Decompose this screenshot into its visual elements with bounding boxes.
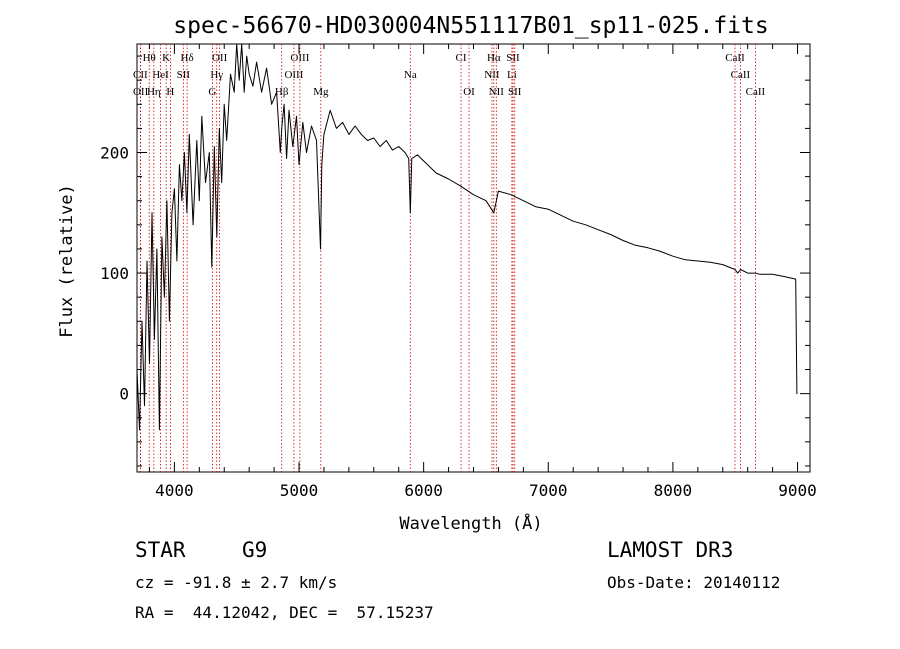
x-axis-label: Wavelength (Å)	[399, 512, 542, 534]
redshift-velocity: cz = -91.8 ± 2.7 km/s	[135, 573, 338, 592]
line-marker-label: HeI	[152, 69, 169, 81]
line-marker-label: CaII	[731, 69, 751, 81]
line-marker-label: NII	[484, 69, 500, 81]
observation-date: Obs-Date: 20140112	[607, 573, 781, 592]
object-class: STAR	[135, 538, 186, 562]
line-marker-label: Hθ	[143, 52, 156, 64]
line-marker-label: CI	[456, 52, 467, 64]
line-marker-label: G	[208, 86, 216, 98]
line-marker-label: CaII	[725, 52, 745, 64]
x-tick-label: 9000	[778, 481, 817, 500]
line-marker-label: Mg	[313, 86, 329, 98]
line-marker-label: OIII	[284, 69, 303, 81]
x-tick-label: 7000	[529, 481, 568, 500]
object-subclass: G9	[242, 538, 268, 562]
line-markers: Hθ K Hδ OII OIII CI Hα SII CaII CII HeI SII Hγ OIII Na…	[133, 44, 766, 472]
line-marker-label: SII	[506, 52, 520, 64]
line-marker-label: Hη	[147, 86, 161, 98]
y-axis-label: Flux (relative)	[57, 184, 77, 338]
survey-name: LAMOST DR3	[607, 538, 734, 562]
chart-title: spec-56670-HD030004N551117B01_sp11-025.f…	[173, 13, 768, 39]
series-group	[136, 43, 798, 431]
line-marker-label: SII	[508, 86, 522, 98]
line-marker-label: OI	[463, 86, 475, 98]
line-marker-label: Hγ	[210, 69, 223, 81]
x-tick-label: 4000	[155, 481, 194, 500]
line-marker-label: OIII	[290, 52, 309, 64]
series-flux-line	[136, 43, 798, 431]
line-marker-label: H	[166, 86, 174, 98]
line-marker-label: Hβ	[275, 86, 289, 98]
line-marker-label: SII	[177, 69, 191, 81]
ra-dec-coordinates: RA = 44.12042, DEC = 57.15237	[135, 603, 434, 622]
x-tick-label: 5000	[280, 481, 319, 500]
line-marker-label: K	[162, 52, 170, 64]
line-marker-label: Hδ	[181, 52, 194, 64]
line-marker-label: Hα	[487, 52, 501, 64]
line-marker-label: Na	[404, 69, 417, 81]
y-tick-label: 100	[100, 264, 129, 283]
y-tick-label: 200	[100, 144, 129, 163]
line-marker-label: OII	[133, 86, 149, 98]
line-marker-label: OII	[212, 52, 228, 64]
y-tick-label: 0	[119, 385, 129, 404]
x-tick-label: 8000	[654, 481, 693, 500]
x-tick-label: 6000	[404, 481, 443, 500]
plot-frame	[136, 43, 811, 473]
line-marker-label: Li	[507, 69, 517, 81]
line-marker-label: NII	[489, 86, 505, 98]
axis-ticks: 4000 5000 6000 7000 8000 9000 0 100 200	[100, 44, 817, 500]
line-marker-label: CaII	[746, 86, 766, 98]
line-marker-label: CII	[133, 69, 148, 81]
